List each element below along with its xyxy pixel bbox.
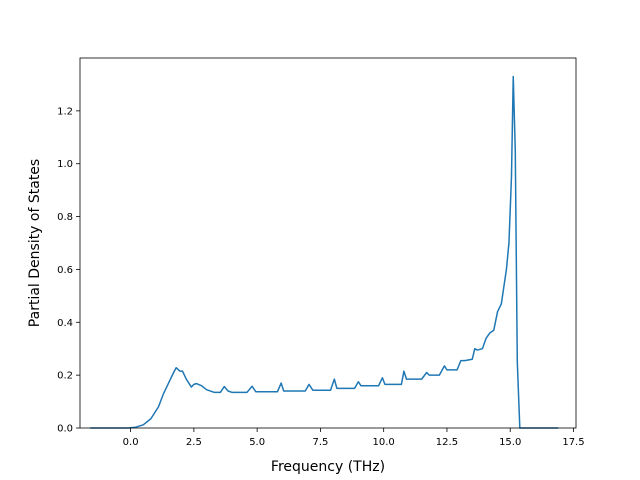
x-tick-label: 2.5	[186, 437, 202, 448]
x-tick-label: 5.0	[249, 437, 265, 448]
y-tick-label: 0.0	[57, 424, 73, 435]
x-tick-label: 17.5	[562, 437, 584, 448]
x-tick-label: 15.0	[499, 437, 521, 448]
y-axis-ticks: 0.0 0.2 0.4 0.6 0.8 1.0 1.2	[57, 106, 80, 435]
y-axis-title: Partial Density of States	[27, 159, 43, 327]
x-tick-label: 12.5	[436, 437, 458, 448]
y-tick-label: 0.4	[57, 318, 73, 329]
series-layer	[90, 75, 559, 429]
x-axis-ticks: 0.0 2.5 5.0 7.5 10.0 12.5 15.0 17.5	[123, 428, 585, 448]
y-tick-label: 0.8	[57, 212, 73, 223]
y-tick-label: 0.6	[57, 265, 73, 276]
plot-frame	[79, 57, 577, 429]
x-tick-label: 0.0	[123, 437, 139, 448]
series-line	[90, 75, 559, 429]
x-tick-label: 7.5	[312, 437, 328, 448]
y-tick-label: 1.2	[57, 106, 73, 117]
x-axis-title: Frequency (THz)	[271, 459, 385, 475]
y-tick-label: 0.2	[57, 371, 73, 382]
y-tick-label: 1.0	[57, 159, 73, 170]
x-tick-label: 10.0	[373, 437, 395, 448]
